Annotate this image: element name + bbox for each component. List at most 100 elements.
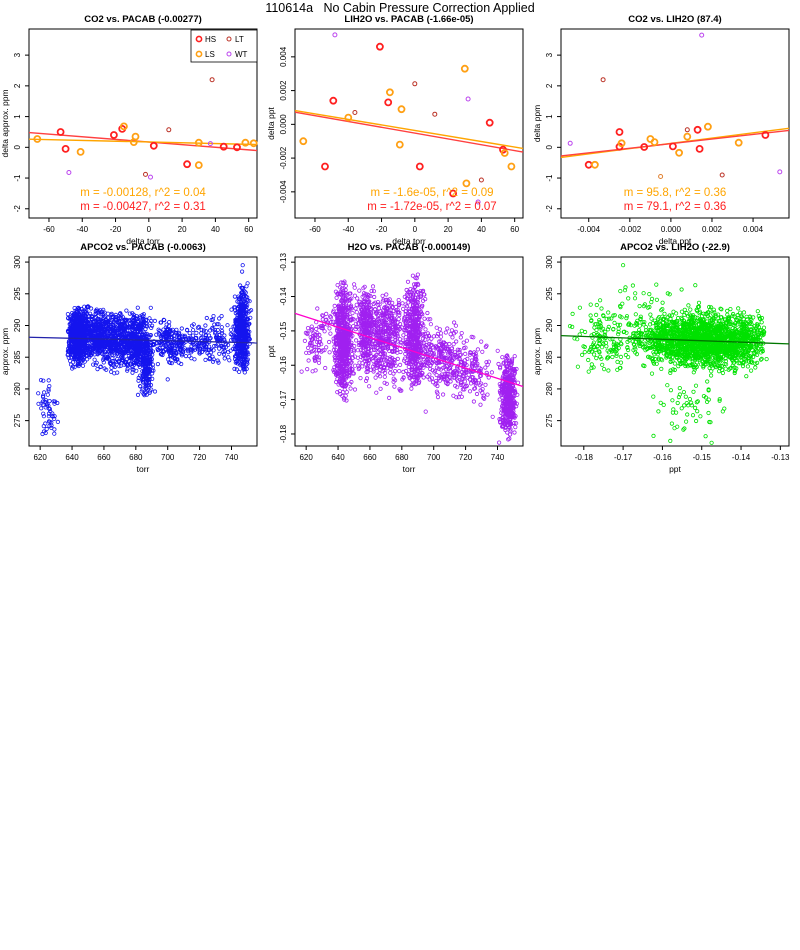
data-point	[129, 138, 138, 147]
y-tick-label: -0.002	[279, 146, 288, 169]
y-tick-label: 275	[13, 413, 22, 427]
x-tick-label: -20	[110, 225, 122, 234]
panel-lih2o-vs-pacab: LIH2O vs. PACAB (-1.66e-05) -60 -40 -20 0 20 4…	[266, 13, 536, 265]
data-point	[397, 105, 406, 114]
legend-box	[190, 29, 258, 63]
x-tick-label: 0	[147, 225, 152, 234]
annotation-text: m = 95.8, r^2 = 0.36	[624, 187, 727, 199]
y-tick-label: 300	[545, 255, 554, 269]
x-axis-title: delta torr	[126, 236, 160, 246]
x-tick-label: -0.17	[614, 453, 633, 462]
scatter-series-HS	[56, 125, 241, 169]
legend-label-WT: WT	[235, 50, 248, 59]
x-tick-label: 620	[299, 453, 313, 462]
trend-line	[28, 336, 258, 344]
y-tick-label: 0	[545, 145, 554, 150]
scatter-series-H2O	[299, 272, 521, 445]
chart-svg-apco2-vs-pacab: APCO2 vs. PACAB (-0.0063) 620 640 660 680 700…	[0, 242, 258, 474]
data-point	[33, 135, 42, 143]
data-point	[600, 77, 606, 83]
data-point	[699, 32, 705, 38]
y-axis-title: delta approx. ppm	[0, 89, 10, 157]
y-tick-label: -1	[13, 174, 22, 182]
y-axis-title: delta ppm	[532, 105, 542, 142]
x-tick-label: 60	[510, 225, 519, 234]
data-point	[332, 32, 338, 38]
y-tick-label: 280	[545, 382, 554, 396]
trend-line	[294, 111, 524, 153]
x-tick-label: 0.004	[743, 225, 764, 234]
data-point	[194, 161, 203, 170]
data-point	[500, 149, 509, 157]
scatter-series-WT	[567, 32, 783, 175]
panel-co2-vs-pacab: CO2 vs. PACAB (-0.00277) -60 -40 -20 0 20 40 60…	[0, 13, 270, 265]
y-axis-title: approx. ppm	[532, 328, 542, 375]
data-point	[615, 128, 624, 136]
data-point	[352, 110, 358, 115]
chart-svg-co2-vs-lih2o: CO2 vs. LIH2O (87.4) -0.004 -0.002 0.000 0.0…	[532, 14, 790, 246]
panel-title: APCO2 vs. LIH2O (-22.9)	[620, 242, 730, 253]
y-tick-label: -0.004	[279, 180, 288, 203]
data-point	[485, 118, 494, 127]
data-point	[120, 122, 128, 131]
x-axis-title: torr	[403, 464, 416, 474]
y-tick-label: -1	[545, 174, 554, 182]
x-axis-title: torr	[137, 464, 150, 474]
legend-label-HS: HS	[205, 35, 216, 44]
x-tick-label: 720	[459, 453, 473, 462]
data-point	[640, 143, 649, 151]
x-tick-label: 700	[161, 453, 175, 462]
x-tick-label: 700	[427, 453, 441, 462]
x-tick-label: -0.004	[577, 225, 600, 234]
x-tick-label: -60	[309, 225, 321, 234]
x-tick-label: -20	[376, 225, 388, 234]
y-tick-label: 290	[13, 318, 22, 332]
y-tick-label: -2	[13, 205, 22, 213]
data-point	[475, 199, 481, 205]
data-point	[66, 170, 72, 175]
data-point	[299, 137, 308, 146]
x-tick-label: 640	[65, 453, 79, 462]
x-tick-label: -0.13	[771, 453, 790, 462]
data-point	[249, 139, 258, 148]
y-tick-label: 295	[13, 287, 22, 301]
chart-svg-co2-vs-pacab: CO2 vs. PACAB (-0.00277)-60 -40 -20 0 20 40 60…	[0, 14, 258, 246]
data-point	[110, 131, 118, 139]
y-tick-label: -0.15	[279, 321, 288, 340]
legend-marker-WT	[226, 51, 232, 57]
data-point	[675, 148, 684, 157]
y-axis-title: approx. ppm	[0, 328, 10, 375]
panel-co2-vs-lih2o: CO2 vs. LIH2O (87.4) -0.004 -0.002 0.000 0.0…	[532, 13, 800, 265]
plot-box	[28, 256, 258, 447]
data-point	[415, 162, 424, 171]
y-tick-label: 2	[13, 83, 22, 88]
annotation-text: m = -0.00128, r^2 = 0.04	[80, 187, 206, 199]
y-tick-label: 280	[13, 382, 22, 396]
x-tick-label: -60	[43, 225, 55, 234]
x-tick-label: 680	[395, 453, 409, 462]
data-point	[432, 111, 438, 117]
annotation-text: m = -1.72e-05, r^2 = 0.07	[367, 201, 496, 213]
annotation-text: m = -1.6e-05, r^2 = 0.09	[370, 187, 493, 199]
y-axis-title: ppt	[266, 345, 276, 357]
data-point	[462, 179, 471, 188]
data-point	[460, 64, 469, 73]
data-point	[412, 81, 418, 87]
x-axis-title: ppt	[669, 464, 681, 474]
panel-title: APCO2 vs. PACAB (-0.0063)	[80, 242, 205, 253]
x-tick-label: 40	[211, 225, 220, 234]
scatter-series-LS	[33, 122, 258, 170]
plot-box	[294, 256, 524, 447]
data-point	[507, 162, 516, 171]
scatter-series-WT	[66, 141, 213, 180]
y-tick-label: -0.17	[279, 390, 288, 409]
panel-title: CO2 vs. LIH2O (87.4)	[628, 14, 721, 25]
legend-marker-HS	[195, 35, 203, 43]
y-tick-label: -0.13	[279, 252, 288, 271]
panel-title: H2O vs. PACAB (-0.000149)	[348, 242, 471, 253]
data-point	[166, 127, 172, 133]
scatter-series-LS	[591, 122, 743, 169]
trend-line	[28, 138, 258, 146]
x-tick-label: -0.002	[618, 225, 641, 234]
data-point	[241, 138, 250, 147]
